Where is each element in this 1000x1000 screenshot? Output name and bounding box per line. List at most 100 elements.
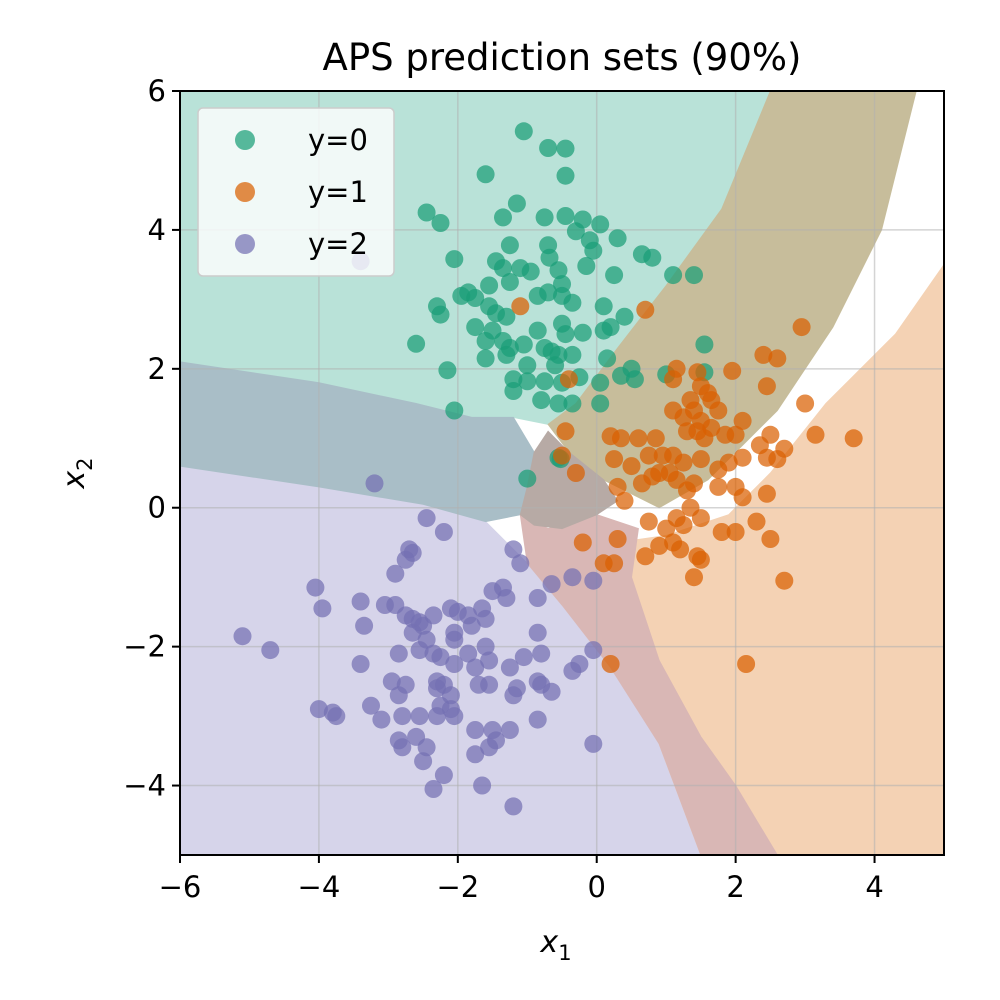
data-point-series-0 [518, 356, 537, 375]
data-point-series-0 [556, 139, 575, 158]
data-point-series-1 [559, 370, 578, 389]
data-point-series-2 [393, 738, 412, 757]
data-point-series-1 [639, 512, 658, 531]
data-point-series-0 [431, 214, 450, 232]
data-point-series-2 [306, 578, 325, 597]
data-point-series-0 [514, 122, 533, 141]
data-point-series-0 [518, 469, 537, 488]
data-point-series-2 [563, 661, 582, 680]
data-point-series-1 [761, 425, 780, 444]
data-point-series-1 [622, 457, 641, 476]
data-point-series-0 [417, 203, 436, 222]
x-axis-label: x1 [539, 925, 571, 965]
data-point-series-0 [608, 229, 627, 248]
data-point-series-2 [504, 797, 523, 816]
data-point-series-2 [396, 675, 415, 694]
data-point-series-1 [688, 363, 707, 382]
data-point-series-0 [540, 248, 559, 267]
data-point-series-2 [462, 616, 481, 635]
data-point-series-1 [723, 361, 742, 380]
data-point-series-2 [476, 609, 495, 628]
data-point-series-2 [414, 752, 433, 771]
data-point-series-1 [719, 453, 738, 472]
data-point-series-2 [528, 710, 547, 729]
data-point-series-2 [500, 721, 519, 739]
legend-marker [235, 234, 255, 254]
data-point-series-2 [473, 776, 492, 795]
x-tick-label: 4 [865, 870, 883, 904]
y-tick-label: 2 [148, 352, 166, 386]
data-point-series-1 [691, 509, 710, 528]
data-point-series-1 [566, 464, 585, 482]
y-tick-label: 0 [148, 491, 166, 525]
data-point-series-0 [598, 349, 617, 368]
legend-marker [235, 130, 255, 150]
data-point-series-2 [434, 523, 453, 541]
data-point-series-0 [573, 323, 592, 342]
data-point-series-0 [539, 283, 558, 302]
data-point-series-1 [792, 318, 811, 337]
data-point-series-1 [685, 568, 703, 587]
chart-title: APS prediction sets (90%) [323, 36, 802, 79]
data-point-series-2 [313, 599, 332, 618]
data-point-series-2 [372, 710, 391, 729]
data-point-series-0 [494, 259, 512, 278]
data-point-series-2 [351, 592, 370, 611]
data-point-series-0 [476, 332, 495, 350]
data-point-series-0 [556, 325, 575, 344]
data-point-series-0 [476, 349, 495, 368]
data-point-series-1 [726, 425, 745, 444]
data-point-series-0 [504, 382, 523, 400]
x-axis-label-base: x [539, 925, 558, 960]
data-point-series-2 [434, 766, 453, 785]
data-point-series-0 [452, 286, 471, 305]
data-point-series-2 [233, 627, 252, 646]
y-axis-label-base: x [57, 471, 92, 490]
data-point-series-1 [737, 655, 756, 673]
data-point-series-2 [459, 644, 478, 663]
data-point-series-1 [639, 446, 658, 465]
data-point-series-1 [757, 484, 776, 503]
data-point-series-2 [424, 780, 443, 798]
grid-lines [180, 91, 944, 855]
data-point-series-2 [497, 589, 516, 607]
data-point-series-0 [507, 194, 526, 213]
data-point-series-2 [532, 644, 551, 663]
data-point-series-2 [476, 637, 495, 656]
data-point-series-1 [768, 349, 787, 368]
data-point-series-0 [500, 236, 519, 255]
data-point-series-0 [539, 139, 558, 157]
data-point-series-0 [556, 207, 575, 225]
data-point-series-0 [438, 361, 457, 380]
x-tick-label: −4 [298, 870, 341, 904]
data-point-series-1 [657, 519, 676, 538]
data-point-series-2 [480, 738, 499, 757]
data-point-series-2 [327, 707, 346, 726]
data-point-series-0 [577, 257, 596, 275]
data-point-series-1 [709, 401, 728, 420]
data-point-series-0 [563, 345, 582, 364]
data-point-series-0 [563, 293, 582, 312]
x-tick-label: −2 [436, 870, 479, 904]
data-point-series-0 [431, 305, 450, 324]
data-point-series-0 [532, 391, 551, 410]
data-point-series-0 [466, 289, 485, 307]
data-point-series-1 [726, 523, 745, 541]
data-point-series-2 [365, 474, 384, 493]
data-point-series-1 [646, 429, 665, 448]
data-point-series-0 [601, 318, 620, 337]
data-point-series-2 [528, 589, 547, 607]
data-point-series-0 [612, 366, 630, 385]
data-point-series-2 [466, 721, 485, 739]
data-point-series-0 [594, 297, 613, 316]
data-point-series-0 [514, 335, 533, 354]
data-point-series-2 [403, 623, 422, 642]
data-point-series-1 [709, 477, 728, 496]
data-point-series-2 [428, 679, 446, 698]
data-point-series-2 [542, 682, 561, 701]
data-point-series-2 [351, 655, 370, 673]
data-point-series-1 [733, 488, 752, 507]
data-point-series-0 [625, 370, 644, 389]
data-point-series-2 [428, 707, 446, 726]
data-point-series-0 [563, 394, 582, 413]
